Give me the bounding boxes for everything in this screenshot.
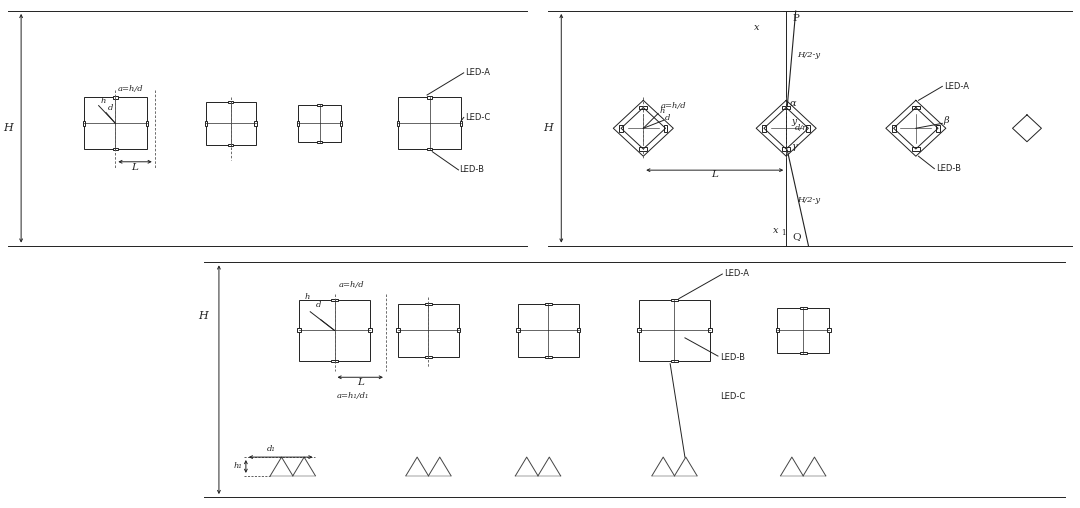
Text: d: d [108, 104, 113, 112]
Text: a=h/d: a=h/d [660, 102, 686, 110]
Text: h: h [100, 97, 106, 105]
Bar [457, 329, 460, 332]
Text: Q: Q [793, 232, 801, 241]
Text: H: H [3, 123, 13, 133]
Bar [428, 97, 432, 99]
Text: LED-A: LED-A [464, 69, 489, 77]
Bar [318, 141, 322, 143]
Bar [204, 121, 207, 125]
Text: LED-A: LED-A [724, 269, 750, 278]
Bar [778, 308, 828, 353]
Bar [516, 329, 519, 332]
Bar [228, 144, 233, 146]
Text: h: h [305, 293, 310, 301]
Bar [671, 299, 678, 301]
Bar [113, 97, 118, 99]
Text: x: x [773, 226, 779, 235]
Text: y: y [792, 117, 797, 126]
Bar [368, 329, 372, 332]
Bar [782, 106, 791, 109]
Text: H/2-y: H/2-y [797, 51, 820, 59]
Text: LED-B: LED-B [936, 164, 961, 173]
Bar [397, 121, 400, 125]
Bar [708, 329, 712, 332]
Text: α: α [789, 99, 796, 108]
Text: LED-C: LED-C [464, 113, 490, 122]
Bar [762, 124, 766, 132]
Bar [518, 304, 579, 357]
Text: β: β [943, 116, 949, 125]
Bar [827, 329, 831, 332]
Bar [297, 329, 300, 332]
Text: LED-C: LED-C [719, 392, 745, 401]
Bar [782, 147, 791, 151]
Bar [671, 360, 678, 362]
Bar [318, 104, 322, 106]
Bar [298, 105, 341, 142]
Bar [255, 121, 257, 125]
Text: H/2-y: H/2-y [797, 196, 820, 204]
Bar [299, 300, 370, 361]
Text: LED-B: LED-B [719, 353, 745, 362]
Bar [396, 329, 400, 332]
Text: L: L [132, 163, 138, 172]
Bar [545, 303, 552, 305]
Bar [340, 121, 342, 125]
Bar [637, 329, 640, 332]
Bar [619, 124, 623, 132]
Bar [639, 147, 647, 151]
Bar [146, 121, 148, 125]
Bar [912, 106, 920, 109]
Bar [428, 148, 432, 150]
Bar [775, 329, 780, 332]
Text: H: H [199, 311, 208, 321]
Text: L: L [356, 377, 364, 387]
Text: 1: 1 [781, 229, 785, 237]
Bar [297, 121, 299, 125]
Text: d: d [664, 114, 670, 122]
Text: h: h [659, 108, 664, 115]
Text: γ: γ [792, 142, 797, 151]
Bar [892, 124, 895, 132]
Text: x: x [755, 23, 760, 32]
Bar [228, 101, 233, 103]
Bar [639, 300, 711, 361]
Bar [799, 352, 807, 354]
Bar [113, 148, 118, 150]
Bar [639, 106, 647, 109]
Text: d/n: d/n [795, 124, 808, 132]
Bar [424, 303, 432, 305]
Bar [936, 124, 940, 132]
Bar [332, 299, 338, 301]
Bar [545, 356, 552, 358]
Text: a=h/d: a=h/d [339, 281, 365, 290]
Text: LED-A: LED-A [944, 82, 969, 91]
Text: a=h/d: a=h/d [118, 85, 144, 93]
Bar [424, 356, 432, 358]
Text: d₁: d₁ [267, 445, 275, 453]
Bar [83, 121, 85, 125]
Bar [332, 360, 338, 362]
Bar [577, 329, 580, 332]
Text: h₁: h₁ [233, 462, 242, 470]
Bar [399, 98, 461, 149]
Bar [799, 307, 807, 309]
Bar [807, 124, 810, 132]
Text: L: L [712, 170, 718, 178]
Bar [399, 304, 459, 357]
Text: a=h₁/d₁: a=h₁/d₁ [336, 393, 368, 400]
Text: H: H [543, 123, 553, 133]
Bar [460, 121, 462, 125]
Text: P: P [793, 14, 799, 23]
Bar [206, 102, 256, 145]
Bar [84, 98, 147, 149]
Bar [912, 147, 920, 151]
Text: LED-B: LED-B [459, 166, 485, 174]
Text: d: d [315, 301, 321, 309]
Bar [663, 124, 667, 132]
